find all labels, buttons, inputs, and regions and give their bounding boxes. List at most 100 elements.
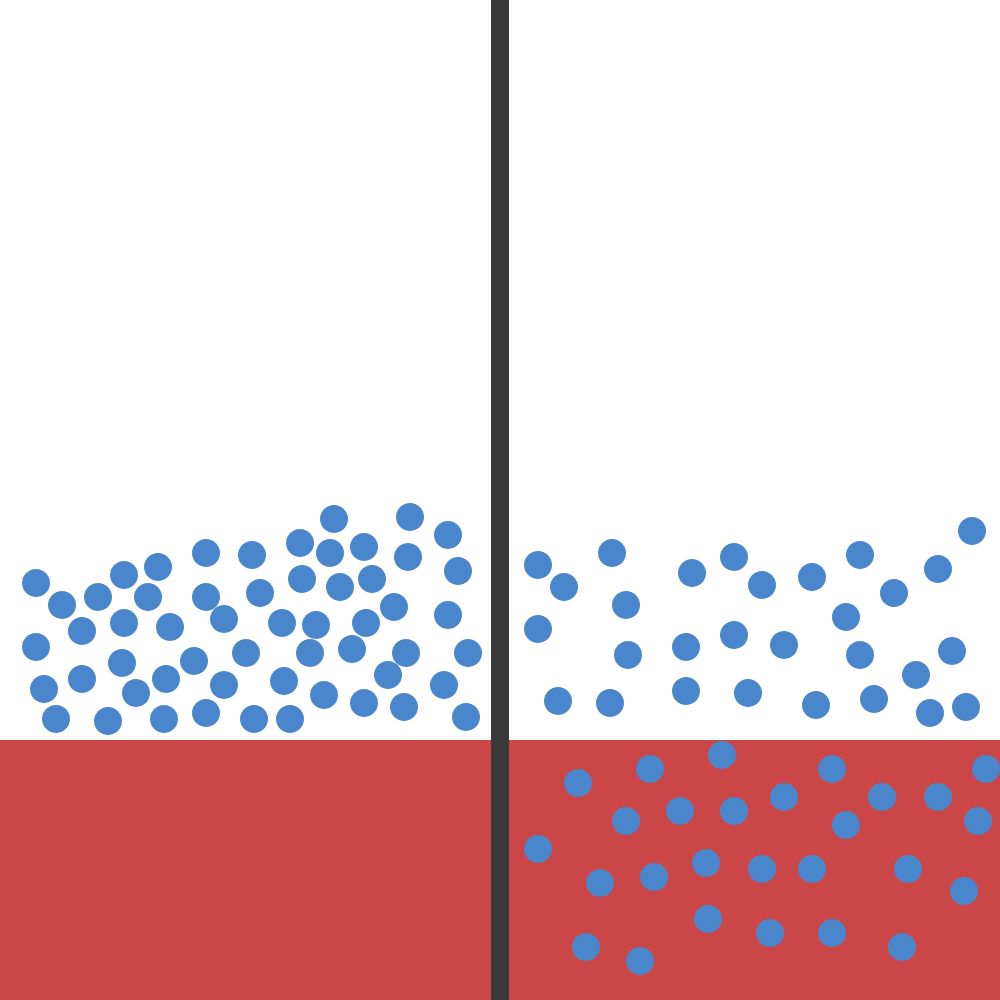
particle: [868, 783, 896, 811]
particle: [756, 919, 784, 947]
particle: [48, 591, 76, 619]
particle: [916, 699, 944, 727]
particle: [240, 705, 268, 733]
particle: [110, 609, 138, 637]
particle: [720, 543, 748, 571]
particle: [564, 769, 592, 797]
particle: [598, 539, 626, 567]
particle: [210, 605, 238, 633]
particle: [68, 665, 96, 693]
particle: [672, 677, 700, 705]
particles: [22, 503, 1000, 975]
particle: [110, 561, 138, 589]
particle: [694, 905, 722, 933]
particle: [286, 529, 314, 557]
particle: [544, 687, 572, 715]
divider: [491, 0, 509, 1000]
particle: [380, 593, 408, 621]
particle: [232, 639, 260, 667]
particle: [444, 557, 472, 585]
particle: [320, 505, 348, 533]
particle: [84, 583, 112, 611]
particle: [950, 877, 978, 905]
particle: [692, 849, 720, 877]
particle: [338, 635, 366, 663]
particle: [270, 667, 298, 695]
particle: [720, 621, 748, 649]
particle: [846, 541, 874, 569]
particle: [924, 555, 952, 583]
particle: [524, 615, 552, 643]
particle: [596, 689, 624, 717]
particle: [720, 797, 748, 825]
particle: [316, 539, 344, 567]
particle: [708, 741, 736, 769]
particle: [134, 583, 162, 611]
particle: [94, 707, 122, 735]
particle: [640, 863, 668, 891]
particle: [846, 641, 874, 669]
particle: [454, 639, 482, 667]
particle: [818, 919, 846, 947]
particle: [430, 671, 458, 699]
particle: [972, 755, 1000, 783]
particle: [666, 797, 694, 825]
particle: [392, 639, 420, 667]
particle: [288, 565, 316, 593]
particle: [396, 503, 424, 531]
particle: [770, 631, 798, 659]
particle: [296, 639, 324, 667]
particle: [238, 541, 266, 569]
particle: [832, 603, 860, 631]
particle: [350, 533, 378, 561]
particle: [626, 947, 654, 975]
particle: [952, 693, 980, 721]
particle: [352, 609, 380, 637]
particle: [678, 559, 706, 587]
particle: [524, 835, 552, 863]
particle: [390, 693, 418, 721]
particle: [636, 755, 664, 783]
particle: [964, 807, 992, 835]
particle: [246, 579, 274, 607]
particle: [192, 699, 220, 727]
particle: [798, 563, 826, 591]
particle: [818, 755, 846, 783]
particle: [374, 661, 402, 689]
particle: [612, 591, 640, 619]
particle: [268, 609, 296, 637]
particle: [888, 933, 916, 961]
particle: [434, 521, 462, 549]
particle: [614, 641, 642, 669]
particle: [122, 679, 150, 707]
particle: [42, 705, 70, 733]
particle: [30, 675, 58, 703]
particle: [550, 573, 578, 601]
particle: [434, 601, 462, 629]
particle: [150, 705, 178, 733]
particle: [108, 649, 136, 677]
particle: [144, 553, 172, 581]
particle: [350, 689, 378, 717]
particle: [310, 681, 338, 709]
particle: [302, 611, 330, 639]
particle: [748, 571, 776, 599]
particle: [612, 807, 640, 835]
particle: [452, 703, 480, 731]
particle: [192, 583, 220, 611]
particle: [192, 539, 220, 567]
particle: [802, 691, 830, 719]
particle: [748, 855, 776, 883]
particle: [358, 565, 386, 593]
particle: [22, 633, 50, 661]
particle: [880, 579, 908, 607]
particle: [798, 855, 826, 883]
particle: [938, 637, 966, 665]
particle: [734, 679, 762, 707]
particle: [894, 855, 922, 883]
particle: [68, 617, 96, 645]
particle: [180, 647, 208, 675]
particle: [860, 685, 888, 713]
